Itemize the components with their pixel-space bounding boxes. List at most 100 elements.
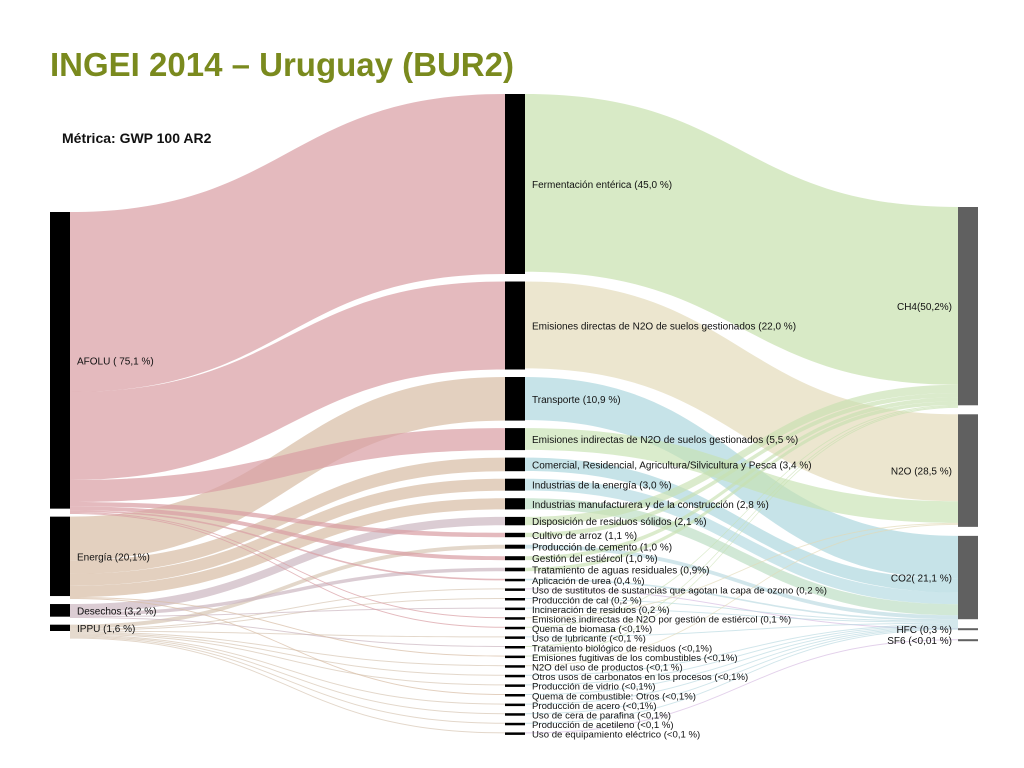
node-category-gestion-del-estiercol-1-0 [505,556,525,561]
link-category-gas [525,627,958,715]
page-title: INGEI 2014 – Uruguay (BUR2) [50,46,514,83]
node-category-comercial-residencial-agricultura-silvicultura-y-pesca-3-4 [505,457,525,472]
node-category-tratamiento-biologico-de-residuos-0-1 [505,646,525,649]
label-category: Uso de sustitutos de sustancias que agot… [532,586,827,597]
link-source-category [70,598,505,631]
link-category-gas [525,622,958,638]
node-category-incineracion-de-residuos-0-2 [505,607,525,611]
link-source-category [70,513,505,628]
link-source-category [70,94,505,392]
node-gas-n2o-28-5 [958,414,978,527]
node-category-cultivo-de-arroz-1-1 [505,532,525,538]
link-category-gas [525,623,958,676]
node-category-uso-de-equipamiento-electrico-0-1 [505,732,525,735]
label-category: N2O del uso de productos (<0,1 %) [532,662,683,673]
link-category-gas [525,628,958,724]
label-category: Tratamiento biológico de residuos (<0,1%… [532,643,712,654]
label-category: Emisiones fugitivas de los combustibles … [532,653,738,664]
link-category-gas [525,478,958,605]
label-source: AFOLU ( 75,1 %) [77,356,154,367]
label-category: Emisiones directas de N2O de suelos gest… [532,322,796,333]
label-category: Quema de biomasa (<0,1%) [532,624,652,635]
node-category-uso-de-lubricante-0-1 [505,636,525,639]
label-category: Cultivo de arroz (1,1 %) [532,531,637,542]
node-category-quema-de-combustible-otros-0-1 [505,694,525,697]
link-source-category [70,631,505,667]
link-category-gas [525,624,958,686]
link-source-category [70,636,505,724]
label-category: Comercial, Residencial, Agricultura/Silv… [532,460,812,471]
label-category: Emisiones indirectas de N2O de suelos ge… [532,435,798,446]
link-source-category [70,633,505,686]
label-category: Fermentación entérica (45,0 %) [532,180,672,191]
link-source-category [70,635,505,715]
label-category: Uso de equipamiento eléctrico (<0,1 %) [532,730,700,741]
link-category-gas [525,428,958,523]
node-category-tratamiento-de-aguas-residuales-0-9 [505,567,525,572]
label-category: Emisiones indirectas de N2O por gestión … [532,614,791,625]
metric-label: Métrica: GWP 100 AR2 [62,130,212,146]
node-category-otros-usos-de-carbonatos-en-los-procesos-0-1 [505,674,525,678]
link-category-gas [525,404,958,628]
node-source-afolu-75-1 [50,212,70,509]
label-category: Uso de cera de parafina (<0,1%) [532,710,671,721]
label-category: Aplicación de urea (0,4 %) [532,576,645,587]
node-category-produccion-de-acero-0-1 [505,703,525,707]
link-source-category [70,506,505,561]
link-category-gas [525,588,958,630]
label-category: Tratamiento de aguas residuales (0,9%) [532,566,710,577]
node-category-aplicacion-de-urea-0-4 [505,578,525,582]
node-category-industrias-de-la-energia-3-0 [505,478,525,491]
label-category: Uso de lubricante (<0,1 %) [532,634,646,645]
label-category: Transporte (10,9 %) [532,395,621,406]
link-category-gas [525,397,958,561]
label-category: Producción de acero (<0,1%) [532,701,657,712]
label-category: Disposición de residuos sólidos (2,1 %) [532,517,707,528]
link-source-category [70,498,505,598]
link-category-gas [525,401,958,572]
label-category: Gestión del estiércol (1,0 %) [532,554,658,565]
link-category-gas [525,393,958,538]
link-category-gas [525,625,958,695]
label-category: Industrias de la energía (3,0 %) [532,481,672,492]
node-category-uso-de-sustitutos-de-sustancias-que-agotan-la-capa-de-ozono-0-2 [505,588,525,591]
link-source-category [70,637,505,734]
link-source-category [70,617,505,647]
link-source-category [70,634,505,705]
link-category-gas [525,405,958,647]
label-gas: HFC (0,3 %) [896,625,952,636]
label-gas: SF6 (<0,01 %) [887,636,952,647]
label-gas: N2O (28,5 %) [891,467,952,478]
link-source-category [70,512,505,619]
link-category-gas [525,626,958,705]
node-category-emisiones-indirectas-de-n2o-de-suelos-gestionados-5-5 [505,428,525,451]
link-category-gas [525,578,958,621]
node-category-produccion-de-cal-0-2 [505,598,525,601]
link-category-gas [525,384,958,526]
label-category: Producción de cemento (1,0 %) [532,543,672,554]
node-category-emisiones-directas-de-n2o-de-suelos-gestionados-22-0 [505,281,525,370]
label-source: IPPU (1,6 %) [77,624,135,635]
label-gas: CO2( 21,1 %) [891,574,952,585]
link-source-category [70,567,505,617]
link-source-category [70,281,505,480]
link-category-gas [525,598,958,622]
node-gas-sf6-0-01 [958,639,978,642]
label-category: Otros usos de carbonatos en los procesos… [532,672,748,683]
label-category: Industrias manufacturera y de la constru… [532,500,769,511]
link-source-category [70,588,505,630]
node-category-produccion-de-vidrio-0-1 [505,684,525,687]
node-category-transporte-10-9 [505,377,525,421]
node-category-quema-de-biomasa-0-1 [505,626,525,630]
link-source-category [70,607,505,618]
link-category-gas [525,639,958,734]
label-gas: CH4(50,2%) [897,302,952,313]
node-category-fermentacion-enterica-45-0 [505,94,525,274]
link-category-gas [525,607,958,623]
label-category: Incineración de residuos (0,2 %) [532,605,670,616]
node-category-uso-de-cera-de-parafina-0-1 [505,713,525,716]
link-category-gas [525,281,958,502]
node-source-energia-20-1 [50,516,70,597]
node-category-n2o-del-uso-de-productos-0-1 [505,665,525,668]
